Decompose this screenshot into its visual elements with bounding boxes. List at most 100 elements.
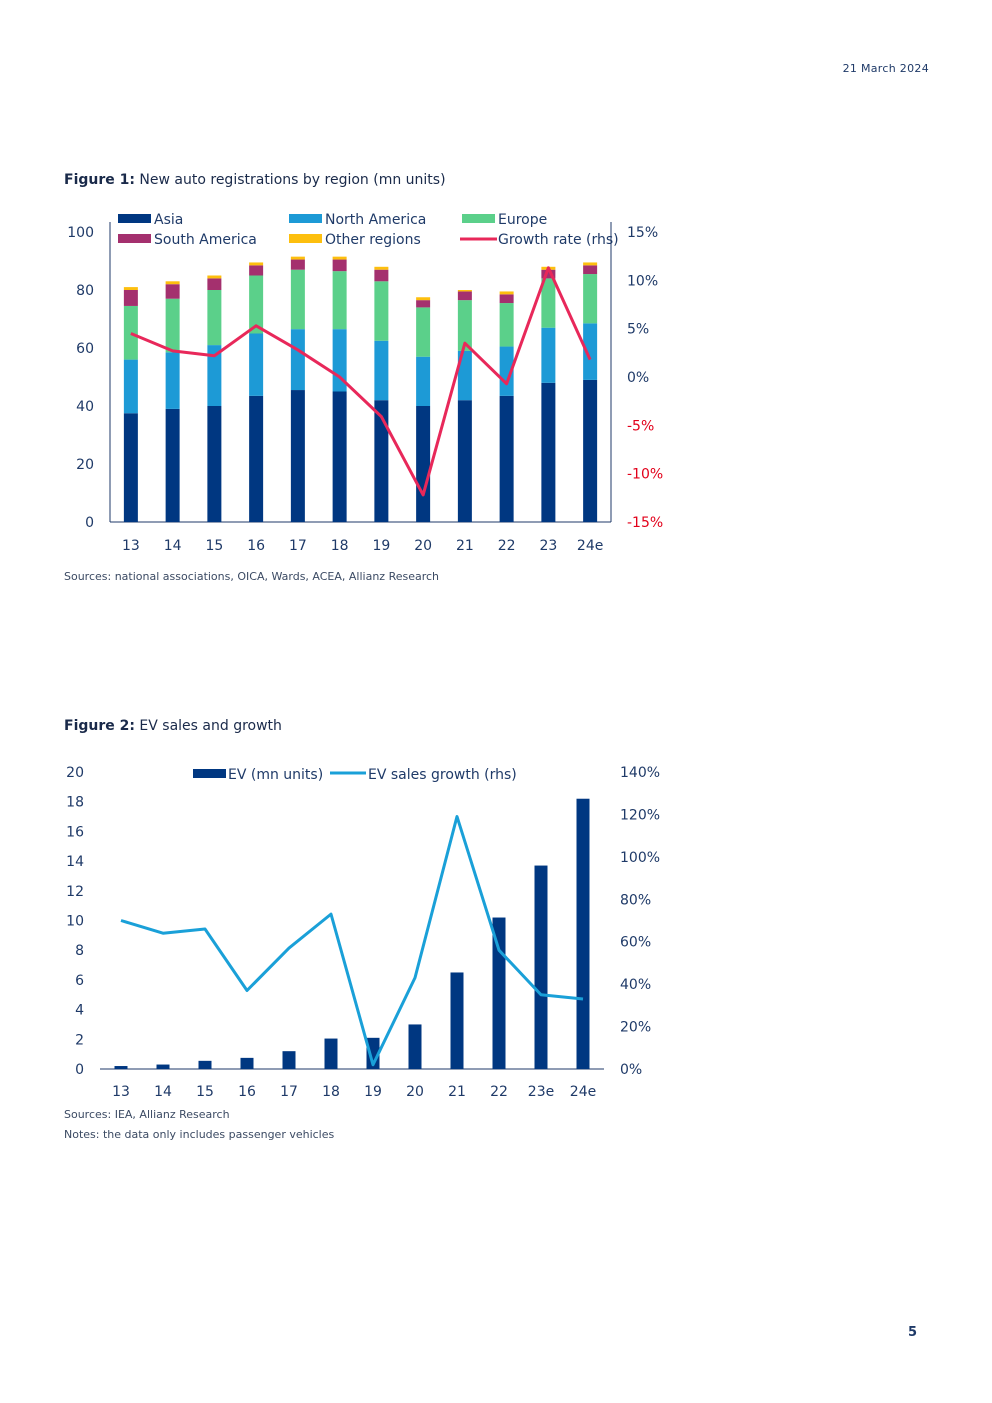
ev-bar	[324, 1038, 338, 1069]
ev-bar	[156, 1064, 170, 1069]
x-tick-label: 24e	[577, 538, 603, 554]
x-tick-label: 18	[331, 538, 349, 554]
figure1-label: Figure 1:	[64, 172, 135, 188]
bar-north-america	[249, 333, 264, 396]
y-tick-label: 80	[76, 283, 94, 299]
bar-north-america	[416, 356, 431, 406]
x-tick-label: 23	[539, 538, 557, 554]
bar-europe	[332, 271, 347, 330]
bar-other-regions	[416, 297, 431, 301]
ev-bar	[198, 1060, 212, 1069]
x-tick-label: 22	[490, 1084, 508, 1100]
bar-south-america	[165, 284, 180, 299]
y-tick-label: 8	[75, 943, 84, 959]
bar-south-america	[123, 290, 138, 306]
x-tick-label: 17	[289, 538, 307, 554]
bar-europe	[583, 274, 598, 324]
x-tick-label: 18	[322, 1084, 340, 1100]
bar-south-america	[499, 294, 514, 304]
legend-label: Asia	[154, 212, 183, 228]
figure2-title: Figure 2: EV sales and growth	[64, 718, 282, 734]
bar-asia	[374, 400, 389, 522]
legend-label: Europe	[498, 212, 547, 228]
bar-north-america	[123, 359, 138, 414]
bar-other-regions	[374, 266, 389, 270]
figure1-source: Sources: national associations, OICA, Wa…	[64, 570, 440, 583]
x-tick-label: 17	[280, 1084, 298, 1100]
page-number: 5	[907, 1325, 917, 1340]
x-tick-label: 14	[164, 538, 182, 554]
bar-asia	[207, 406, 222, 522]
bar-europe	[374, 281, 389, 341]
bar-asia	[541, 382, 556, 522]
ev-bar	[282, 1051, 296, 1069]
bar-other-regions	[457, 290, 472, 292]
bar-other-regions	[123, 287, 138, 290]
x-tick-label: 21	[456, 538, 474, 554]
ev-bar	[450, 972, 464, 1069]
y2-tick-label: 120%	[620, 807, 660, 823]
ev-growth-line	[120, 815, 584, 1067]
bar-asia	[583, 379, 598, 522]
growth-rate-line	[130, 266, 592, 497]
legend-swatch	[193, 769, 226, 778]
bar-europe	[165, 298, 180, 353]
x-tick-label: 13	[122, 538, 140, 554]
bar-north-america	[583, 323, 598, 380]
y-tick-label: 4	[75, 1003, 84, 1019]
x-tick-label: 13	[112, 1084, 130, 1100]
bar-asia	[123, 413, 138, 522]
x-tick-label: 24e	[570, 1084, 596, 1100]
bar-other-regions	[290, 256, 305, 260]
y-tick-label: 12	[66, 884, 84, 900]
bar-europe	[416, 307, 431, 357]
bar-south-america	[374, 269, 389, 282]
y2-tick-label: 40%	[620, 977, 651, 993]
x-tick-label: 15	[196, 1084, 214, 1100]
bar-south-america	[332, 259, 347, 272]
y2-tick-label: 60%	[620, 935, 651, 951]
legend-swatch	[289, 214, 322, 223]
figure2-source: Sources: IEA, Allianz Research	[64, 1108, 230, 1121]
y-tick-label: 60	[76, 341, 94, 357]
bar-south-america	[416, 300, 431, 308]
bar-north-america	[165, 352, 180, 409]
x-tick-label: 19	[372, 538, 390, 554]
x-tick-label: 20	[406, 1084, 424, 1100]
ev-bar	[240, 1057, 254, 1069]
bar-asia	[249, 395, 264, 522]
bar-north-america	[499, 346, 514, 396]
y2-tick-label: 80%	[620, 892, 651, 908]
figure2-title-text: EV sales and growth	[139, 718, 282, 734]
bar-europe	[249, 275, 264, 334]
y-tick-label: 14	[66, 854, 84, 870]
bar-europe	[290, 269, 305, 330]
y2-tick-label: -15%	[627, 515, 663, 531]
bar-north-america	[207, 345, 222, 406]
bar-other-regions	[249, 262, 264, 266]
y-tick-label: 16	[66, 824, 84, 840]
y2-tick-label: 5%	[627, 322, 649, 338]
bar-asia	[457, 400, 472, 522]
bar-other-regions	[165, 281, 180, 285]
bar-asia	[165, 408, 180, 522]
figure1-chart: 0 20 40 60 80 100 -15% -10% -5% 0% 5% 10% 15% 13 14 15 1…	[67, 212, 663, 554]
x-tick-label: 15	[205, 538, 223, 554]
x-tick-label: 21	[448, 1084, 466, 1100]
bar-asia	[290, 390, 305, 522]
legend-label: EV (mn units)	[228, 767, 323, 783]
bar-south-america	[541, 269, 556, 279]
bar-europe	[541, 278, 556, 328]
figure2-notes: Notes: the data only includes passenger …	[64, 1128, 335, 1141]
y-tick-label: 2	[75, 1032, 84, 1048]
bar-europe	[499, 303, 514, 347]
y2-tick-label: -10%	[627, 467, 663, 483]
bar-north-america	[290, 329, 305, 391]
bar-europe	[207, 290, 222, 346]
bar-south-america	[457, 291, 472, 301]
bar-other-regions	[332, 256, 347, 260]
figure2-label: Figure 2:	[64, 718, 135, 734]
y2-tick-label: 20%	[620, 1020, 651, 1036]
bar-other-regions	[499, 291, 514, 295]
bar-south-america	[290, 259, 305, 270]
